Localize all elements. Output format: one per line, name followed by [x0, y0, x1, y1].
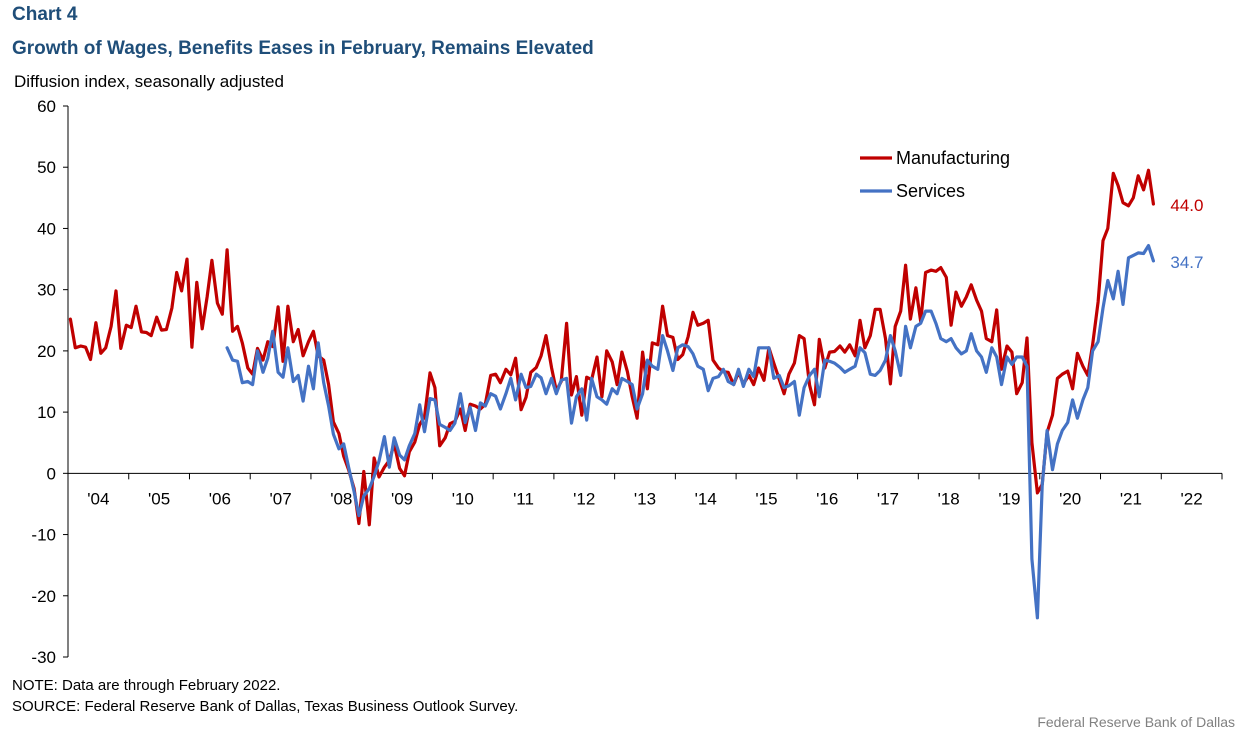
x-tick-label: '12 — [573, 489, 595, 508]
x-tick-label: '08 — [330, 489, 352, 508]
series-line-manufacturing — [68, 168, 1155, 527]
series-line-services — [225, 244, 1155, 620]
end-value-label-services: 34.7 — [1170, 253, 1203, 272]
y-tick-label: 50 — [37, 158, 56, 177]
x-tick-label: '19 — [998, 489, 1020, 508]
y-tick-label: 10 — [37, 403, 56, 422]
x-tick-label: '14 — [695, 489, 717, 508]
y-axis-unit-label: Diffusion index, seasonally adjusted — [14, 72, 284, 91]
x-tick-label: '10 — [452, 489, 474, 508]
x-tick-label: '17 — [877, 489, 899, 508]
x-tick-label: '07 — [270, 489, 292, 508]
chart-title: Growth of Wages, Benefits Eases in Febru… — [12, 38, 594, 59]
y-tick-label: 0 — [47, 464, 56, 483]
y-tick-label: -30 — [31, 648, 56, 667]
y-tick-label: 30 — [37, 281, 56, 300]
chart-credit: Federal Reserve Bank of Dallas — [1037, 714, 1235, 730]
x-tick-label: '04 — [87, 489, 109, 508]
chart-note: NOTE: Data are through February 2022. — [12, 677, 281, 694]
x-tick-label: '21 — [1120, 489, 1142, 508]
y-tick-label: -20 — [31, 587, 56, 606]
x-tick-label: '16 — [816, 489, 838, 508]
y-tick-label: -10 — [31, 526, 56, 545]
legend-label-services: Services — [896, 181, 965, 201]
chart-number: Chart 4 — [12, 4, 78, 25]
y-tick-label: 60 — [37, 97, 56, 116]
x-tick-label: '13 — [634, 489, 656, 508]
x-tick-label: '05 — [148, 489, 170, 508]
legend-label-manufacturing: Manufacturing — [896, 148, 1010, 168]
x-tick-label: '06 — [209, 489, 231, 508]
x-tick-label: '11 — [513, 489, 534, 508]
chart-source: SOURCE: Federal Reserve Bank of Dallas, … — [12, 698, 519, 715]
x-tick-label: '09 — [391, 489, 413, 508]
y-tick-label: 40 — [37, 219, 56, 238]
y-tick-label: 20 — [37, 342, 56, 361]
x-tick-label: '22 — [1181, 489, 1203, 508]
x-tick-label: '20 — [1059, 489, 1081, 508]
end-value-label-manufacturing: 44.0 — [1170, 196, 1203, 215]
x-tick-label: '15 — [755, 489, 777, 508]
x-tick-label: '18 — [938, 489, 960, 508]
